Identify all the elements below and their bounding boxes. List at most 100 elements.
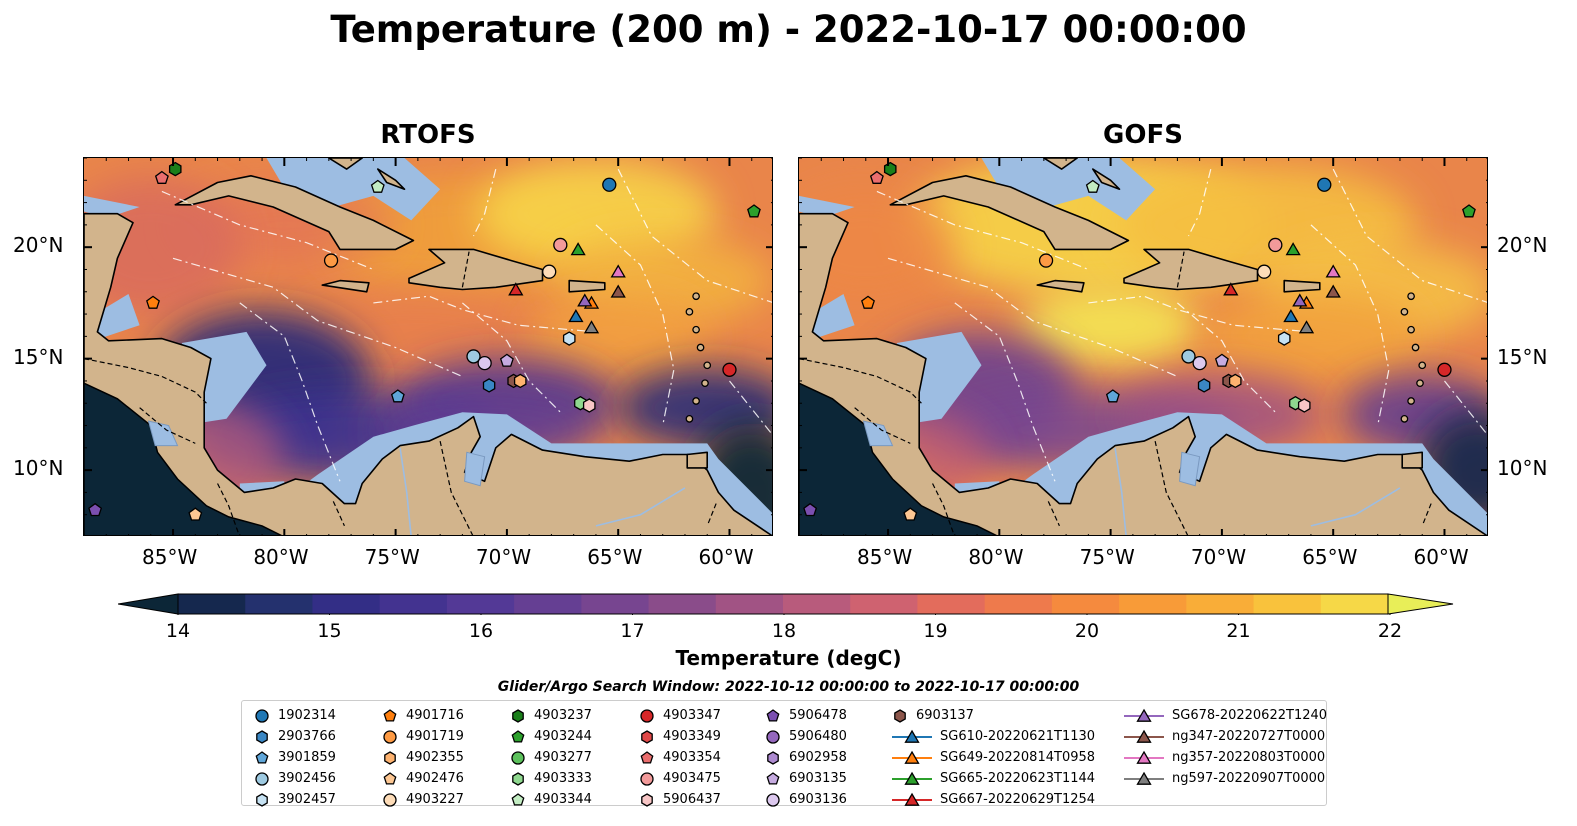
legend-label: 4903244	[534, 729, 592, 744]
legend-item: 1902314	[254, 705, 336, 726]
legend-item: ng597-20220907T0000	[1124, 768, 1327, 789]
lon-tick-label: 70°W	[475, 545, 532, 569]
marker-4903347	[1437, 362, 1452, 377]
legend-label: 4903237	[534, 708, 592, 723]
circle-marker-icon	[766, 792, 780, 807]
legend-label: 5906480	[789, 729, 847, 744]
marker-4903344	[1085, 179, 1100, 193]
legend-item: 4903237	[510, 705, 592, 726]
map-rtofs	[83, 157, 773, 536]
legend-item: 4901716	[382, 705, 464, 726]
marker-SG678-20220622T1240	[577, 293, 593, 307]
legend-label: 6903136	[789, 792, 847, 807]
colorbar-tick-label: 20	[1074, 620, 1100, 642]
legend-label: 4903475	[663, 771, 721, 786]
legend: 1902314 2903766 3901859 3902456 3902457 49017…	[241, 700, 1327, 807]
hexagon-marker-icon	[641, 792, 653, 807]
legend-item: SG678-20220622T1240	[1124, 705, 1327, 726]
legend-label: 4901719	[406, 729, 464, 744]
legend-item: ng347-20220727T0000	[1124, 726, 1327, 747]
legend-label: 4903333	[534, 771, 592, 786]
colorbar-tick-label: 18	[771, 620, 797, 642]
marker-4902355	[1228, 373, 1242, 389]
marker-5906478	[88, 502, 103, 517]
circle-marker-icon	[255, 771, 269, 786]
legend-item: 4903333	[510, 768, 592, 789]
legend-item: 4903244	[510, 726, 592, 747]
marker-4903475	[1268, 237, 1283, 253]
colorbar-tick-label: 19	[923, 620, 948, 642]
triangle-line-marker-icon	[892, 771, 932, 785]
legend-item: SG610-20220621T1130	[892, 726, 1095, 747]
marker-SG667-20220629T1254	[1223, 282, 1239, 296]
colorbar-tick-label: 22	[1377, 620, 1403, 642]
legend-item: 5906437	[639, 789, 721, 810]
legend-item: SG665-20220623T1144	[892, 768, 1095, 789]
legend-item: SG667-20220629T1254	[892, 789, 1095, 810]
legend-item: 4903349	[639, 726, 721, 747]
legend-label: SG610-20220621T1130	[940, 729, 1096, 744]
marker-SG610-20220621T1130	[568, 309, 584, 323]
marker-3902456	[466, 349, 481, 364]
lon-tick-label: 75°W	[364, 545, 420, 569]
marker-ng597-20220907T0000	[583, 320, 600, 334]
circle-marker-icon	[511, 750, 525, 765]
marker-4903237	[883, 161, 897, 177]
hexagon-marker-icon	[256, 792, 268, 807]
marker-ng597-20220907T0000	[1298, 320, 1315, 334]
pentagon-marker-icon	[766, 771, 780, 785]
legend-label: 3901859	[278, 750, 336, 765]
legend-label: 4903354	[663, 750, 721, 765]
triangle-line-marker-icon	[892, 729, 932, 743]
marker-6903136	[1192, 355, 1207, 371]
pentagon-marker-icon	[640, 750, 654, 764]
legend-item: 4902476	[382, 768, 464, 789]
legend-title: Glider/Argo Search Window: 2022-10-12 00…	[497, 679, 1080, 695]
legend-item: 6902958	[765, 747, 847, 768]
lat-tick-label: 20°N	[1497, 233, 1548, 258]
marker-3902456	[1181, 349, 1196, 364]
legend-label: SG665-20220623T1144	[940, 771, 1096, 786]
marker-6903135	[1214, 353, 1229, 367]
lat-tick-label: 15°N	[1497, 344, 1548, 369]
marker-2903766	[482, 378, 496, 393]
circle-marker-icon	[383, 792, 397, 807]
legend-label: SG667-20220629T1254	[940, 792, 1096, 807]
legend-item: 6903137	[892, 705, 1095, 726]
lon-tick-label: 60°W	[698, 545, 754, 569]
marker-ng347-20220727T0000	[610, 284, 626, 298]
marker-2903766	[1197, 378, 1211, 393]
marker-ng357-20220803T0000	[610, 264, 626, 278]
circle-marker-icon	[255, 708, 269, 723]
circle-marker-icon	[766, 729, 780, 744]
legend-item: 4903354	[639, 747, 721, 768]
legend-label: SG649-20220814T0958	[940, 750, 1096, 765]
legend-item: 4903277	[510, 747, 592, 768]
marker-4903347	[722, 362, 737, 377]
hexagon-marker-icon	[641, 729, 653, 744]
lon-tick-label: 85°W	[857, 545, 913, 569]
colorbar-tick-label: 14	[165, 620, 191, 642]
legend-label: 3902457	[278, 792, 336, 807]
triangle-line-marker-icon	[1124, 750, 1164, 764]
marker-SG678-20220622T1240	[1292, 293, 1308, 307]
triangle-line-marker-icon	[892, 792, 932, 806]
pentagon-marker-icon	[511, 729, 525, 743]
marker-4901719	[1038, 253, 1054, 268]
marker-4903244	[1462, 204, 1476, 218]
legend-label: 4902355	[406, 750, 464, 765]
marker-5906478	[803, 502, 818, 517]
marker-4903227	[1257, 264, 1272, 279]
lon-tick-label: 65°W	[1302, 545, 1358, 569]
legend-item: 5906480	[765, 726, 847, 747]
panel-title-gofs: GOFS	[1103, 120, 1183, 150]
panel-title-rtofs: RTOFS	[380, 120, 476, 150]
legend-item: 3902456	[254, 768, 336, 789]
circle-marker-icon	[640, 771, 654, 786]
lon-tick-label: 75°W	[1079, 545, 1135, 569]
legend-item: 5906478	[765, 705, 847, 726]
legend-label: 6902958	[789, 750, 847, 765]
pentagon-marker-icon	[383, 771, 397, 785]
triangle-line-marker-icon	[892, 750, 932, 764]
triangle-line-marker-icon	[1124, 771, 1164, 785]
